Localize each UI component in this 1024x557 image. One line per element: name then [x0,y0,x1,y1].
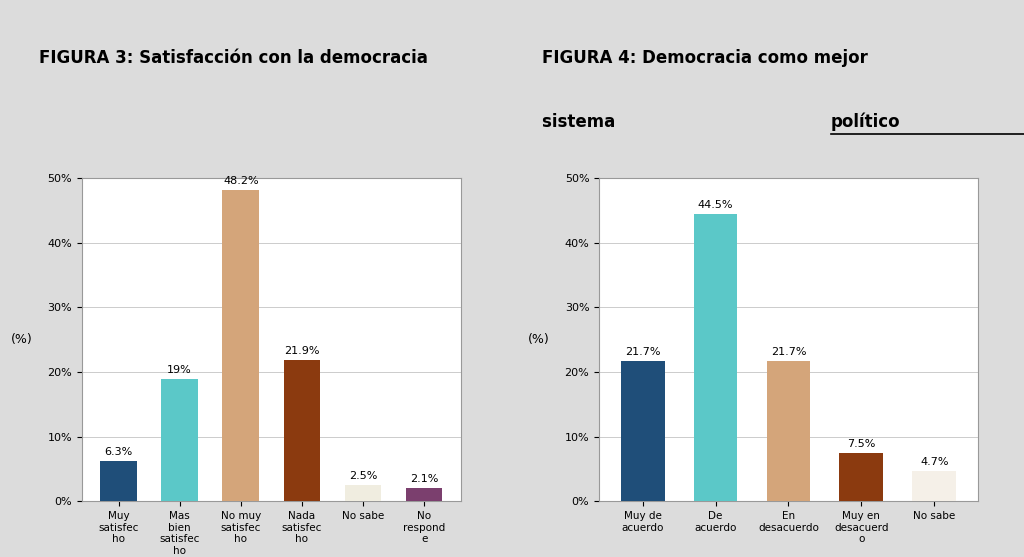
Text: 19%: 19% [167,365,193,375]
Text: 21.9%: 21.9% [285,346,319,356]
Bar [406,488,442,501]
Bar [284,360,321,501]
Text: FIGURA 4: Democracia como mejor: FIGURA 4: Democracia como mejor [542,48,868,67]
Y-axis label: (%): (%) [10,333,32,346]
Text: político: político [831,113,901,131]
Text: 21.7%: 21.7% [771,347,806,357]
Text: 21.7%: 21.7% [625,347,660,357]
Bar [162,379,198,501]
Text: 6.3%: 6.3% [104,447,133,457]
Text: FIGURA 3: Satisfacción con la democracia: FIGURA 3: Satisfacción con la democracia [39,48,428,67]
Bar [767,361,810,501]
Text: 2.1%: 2.1% [410,474,438,484]
Bar [345,485,381,501]
Bar [100,461,137,501]
Bar [694,214,737,501]
Bar [621,361,665,501]
Text: 4.7%: 4.7% [920,457,948,467]
Text: 48.2%: 48.2% [223,176,259,186]
Bar [840,453,883,501]
Text: 2.5%: 2.5% [349,471,377,481]
Bar [912,471,956,501]
Y-axis label: (%): (%) [527,333,549,346]
Text: 7.5%: 7.5% [847,439,876,449]
Text: sistema: sistema [542,113,622,131]
Bar [222,190,259,501]
Text: 44.5%: 44.5% [698,200,733,210]
